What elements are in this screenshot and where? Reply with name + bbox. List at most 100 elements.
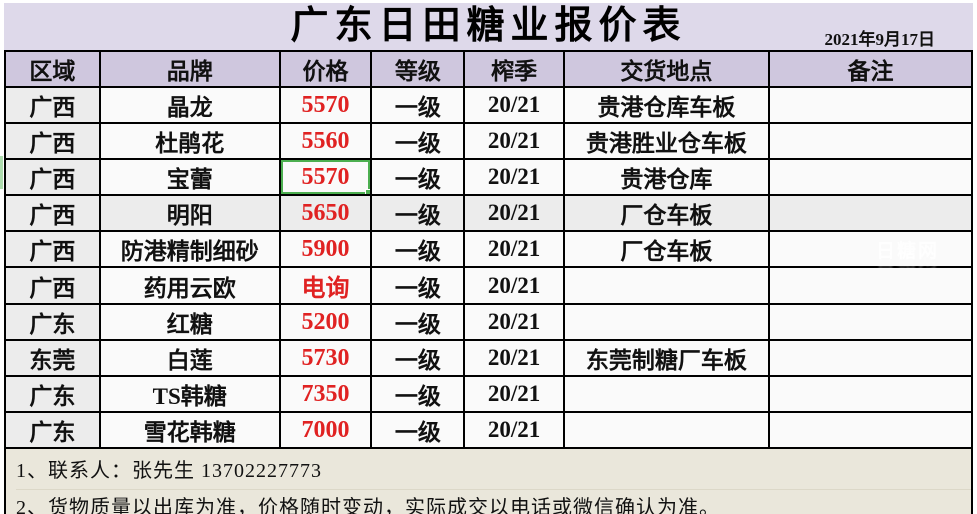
- cell-delivery[interactable]: 贵港仓库车板: [562, 86, 770, 124]
- cell-region[interactable]: 广东: [4, 375, 101, 413]
- cell-remark[interactable]: [767, 122, 974, 160]
- cell-region[interactable]: 广西: [4, 194, 101, 232]
- cell-delivery[interactable]: [562, 266, 770, 305]
- notes-band: 1、联系人：张先生 13702227773 2、货物质量以出库为准，价格随时变动…: [4, 449, 973, 514]
- cell-price[interactable]: 5730: [278, 339, 373, 377]
- page-title: 广东日田糖业报价表: [290, 5, 687, 47]
- cell-brand[interactable]: 药用云欧: [98, 266, 281, 305]
- header-row: 区域 品牌 价格 等级 榨季 交货地点 备注: [4, 50, 974, 88]
- col-header-brand[interactable]: 品牌: [98, 50, 281, 88]
- cell-price[interactable]: 5650: [278, 194, 373, 232]
- cell-grade[interactable]: 一级: [370, 86, 466, 124]
- cell-grade[interactable]: 一级: [370, 375, 466, 413]
- table-row: 广东 雪花韩糖 7000 一级 20/21: [4, 411, 974, 449]
- cell-season[interactable]: 20/21: [463, 158, 565, 196]
- table-row: 广西 杜鹃花 5560 一级 20/21 贵港胜业仓车板: [4, 122, 974, 160]
- note-disclaimer: 2、货物质量以出库为准，价格随时变动，实际成交以电话或微信确认为准。: [16, 489, 971, 514]
- cell-remark[interactable]: [767, 230, 974, 268]
- table-row: 广西 明阳 5650 一级 20/21 厂仓车板: [4, 194, 974, 232]
- col-header-price[interactable]: 价格: [278, 50, 373, 88]
- cell-brand[interactable]: 晶龙: [98, 86, 281, 124]
- cell-price[interactable]: 电询: [278, 266, 373, 305]
- cell-region[interactable]: 广西: [4, 158, 101, 196]
- cell-remark[interactable]: [767, 411, 974, 449]
- cell-delivery[interactable]: [562, 303, 770, 341]
- watermark: 日糖网: [876, 241, 940, 262]
- table-row: 广东 红糖 5200 一级 20/21: [4, 303, 974, 341]
- col-header-remark[interactable]: 备注: [767, 50, 974, 88]
- cell-remark[interactable]: [767, 375, 974, 413]
- cell-remark[interactable]: [767, 339, 974, 377]
- table-row: 广西 防港精制细砂 5900 一级 20/21 厂仓车板: [4, 230, 974, 268]
- cell-grade[interactable]: 一级: [370, 303, 466, 341]
- col-header-delivery[interactable]: 交货地点: [562, 50, 770, 88]
- cell-season[interactable]: 20/21: [463, 194, 565, 232]
- cell-region[interactable]: 广东: [4, 411, 101, 449]
- cell-season[interactable]: 20/21: [463, 303, 565, 341]
- cell-season[interactable]: 20/21: [463, 375, 565, 413]
- table-row: 广西 宝蕾 5570 一级 20/21 贵港仓库: [4, 158, 974, 196]
- table-row: 广西 晶龙 5570 一级 20/21 贵港仓库车板: [4, 86, 974, 124]
- cell-delivery[interactable]: 厂仓车板: [562, 230, 770, 268]
- col-header-season[interactable]: 榨季: [463, 50, 565, 88]
- cell-price[interactable]: 5570: [278, 158, 373, 196]
- cell-remark[interactable]: [767, 194, 974, 232]
- table-row: 广东 TS韩糖 7350 一级 20/21: [4, 375, 974, 413]
- cell-brand[interactable]: 红糖: [98, 303, 281, 341]
- cell-delivery[interactable]: 厂仓车板: [562, 194, 770, 232]
- cell-brand[interactable]: 杜鹃花: [98, 122, 281, 160]
- cell-remark[interactable]: [767, 303, 974, 341]
- cell-grade[interactable]: 一级: [370, 122, 466, 160]
- cell-season[interactable]: 20/21: [463, 339, 565, 377]
- cell-brand[interactable]: 明阳: [98, 194, 281, 232]
- report-date: 2021年9月17日: [824, 30, 936, 49]
- cell-season[interactable]: 20/21: [463, 122, 565, 160]
- cell-grade[interactable]: 一级: [370, 339, 466, 377]
- col-header-grade[interactable]: 等级: [370, 50, 466, 88]
- table-row: 广西 药用云欧 电询 一级 20/21: [4, 266, 974, 305]
- note-contact: 1、联系人：张先生 13702227773: [16, 460, 322, 482]
- table-row: 东莞 白莲 5730 一级 20/21 东莞制糖厂车板: [4, 339, 974, 377]
- cell-region[interactable]: 东莞: [4, 339, 101, 377]
- cell-region[interactable]: 广东: [4, 303, 101, 341]
- cell-remark[interactable]: [767, 86, 974, 124]
- cell-delivery[interactable]: [562, 375, 770, 413]
- cell-season[interactable]: 20/21: [463, 86, 565, 124]
- cell-region[interactable]: 广西: [4, 230, 101, 268]
- cell-delivery[interactable]: 东莞制糖厂车板: [562, 339, 770, 377]
- col-header-region[interactable]: 区域: [4, 50, 101, 88]
- cell-price[interactable]: 5560: [278, 122, 373, 160]
- cell-price[interactable]: 5200: [278, 303, 373, 341]
- sheet: 广东日田糖业报价表 2021年9月17日 区域 品牌 价格 等级 榨季 交货地点…: [4, 3, 974, 514]
- cell-region[interactable]: 广西: [4, 266, 101, 305]
- cell-brand[interactable]: 防港精制细砂: [98, 230, 281, 268]
- cell-grade[interactable]: 一级: [370, 194, 466, 232]
- cell-region[interactable]: 广西: [4, 122, 101, 160]
- cell-delivery[interactable]: 贵港仓库: [562, 158, 770, 196]
- cell-remark[interactable]: [767, 266, 974, 305]
- cell-price[interactable]: 5570: [278, 86, 373, 124]
- cell-delivery[interactable]: 贵港胜业仓车板: [562, 122, 770, 160]
- title-band: 广东日田糖业报价表 2021年9月17日: [4, 3, 973, 50]
- cell-region[interactable]: 广西: [4, 86, 101, 124]
- cell-season[interactable]: 20/21: [463, 230, 565, 268]
- table-body: 广西 晶龙 5570 一级 20/21 贵港仓库车板 广西 杜鹃花 5560 一…: [4, 86, 974, 449]
- selected-row-edge-marker: [0, 156, 3, 189]
- cell-price[interactable]: 7350: [278, 375, 373, 413]
- cell-delivery[interactable]: [562, 411, 770, 449]
- cell-grade[interactable]: 一级: [370, 266, 466, 305]
- cell-brand[interactable]: 雪花韩糖: [98, 411, 281, 449]
- cell-season[interactable]: 20/21: [463, 266, 565, 305]
- cell-grade[interactable]: 一级: [370, 230, 466, 268]
- cell-grade[interactable]: 一级: [370, 158, 466, 196]
- price-table: 区域 品牌 价格 等级 榨季 交货地点 备注 广西 晶龙 5570 一级 20/…: [4, 50, 974, 449]
- cell-brand[interactable]: 宝蕾: [98, 158, 281, 196]
- cell-price[interactable]: 5900: [278, 230, 373, 268]
- cell-grade[interactable]: 一级: [370, 411, 466, 449]
- cell-brand[interactable]: 白莲: [98, 339, 281, 377]
- cell-brand[interactable]: TS韩糖: [98, 375, 281, 413]
- cell-price[interactable]: 7000: [278, 411, 373, 449]
- cell-season[interactable]: 20/21: [463, 411, 565, 449]
- cell-remark[interactable]: [767, 158, 974, 196]
